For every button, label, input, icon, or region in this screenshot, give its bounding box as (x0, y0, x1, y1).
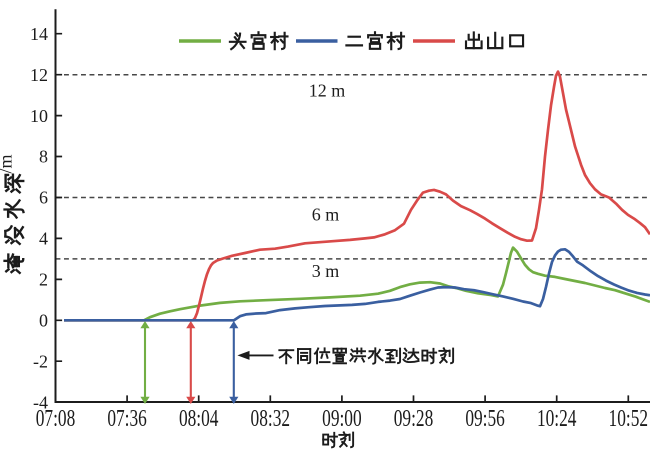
svg-text:0: 0 (39, 311, 48, 331)
svg-text:/m: /m (0, 154, 16, 173)
svg-text:10: 10 (30, 106, 48, 126)
svg-text:12: 12 (30, 65, 48, 85)
svg-text:07:08: 07:08 (36, 406, 76, 432)
svg-text:09:00: 09:00 (322, 406, 362, 432)
svg-text:10:24: 10:24 (537, 406, 577, 432)
svg-text:07:36: 07:36 (107, 406, 147, 432)
svg-text:-2: -2 (33, 351, 48, 371)
svg-text:08:04: 08:04 (179, 406, 219, 432)
svg-text:10:52: 10:52 (609, 406, 649, 432)
svg-text:6: 6 (39, 188, 48, 208)
svg-text:09:28: 09:28 (394, 406, 434, 432)
svg-text:8: 8 (39, 147, 48, 167)
svg-text:6 m: 6 m (312, 205, 340, 225)
svg-text:14: 14 (30, 24, 48, 44)
svg-text:08:32: 08:32 (251, 406, 291, 432)
svg-text:2: 2 (39, 270, 48, 290)
svg-text:4: 4 (39, 229, 48, 249)
svg-text:12 m: 12 m (309, 81, 346, 101)
svg-text:3 m: 3 m (312, 261, 340, 281)
svg-text:09:56: 09:56 (465, 406, 505, 432)
svg-text:-4: -4 (33, 392, 48, 412)
